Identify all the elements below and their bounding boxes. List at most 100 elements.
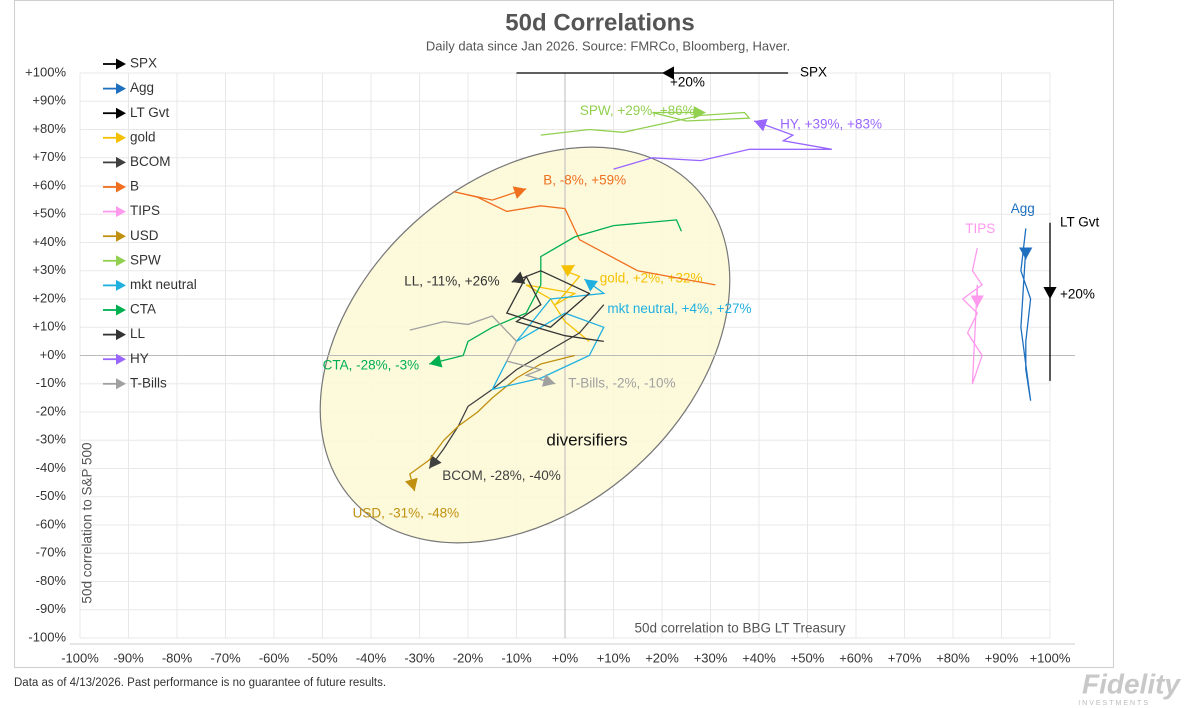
series-name-label: Agg — [1011, 201, 1035, 216]
legend-label: SPW — [130, 252, 161, 267]
x-tick-label: -60% — [259, 650, 290, 665]
x-tick-label: -90% — [113, 650, 144, 665]
end-label: LL, -11%, +26% — [404, 274, 499, 289]
y-tick-label: -80% — [36, 573, 67, 588]
legend-label: USD — [130, 228, 159, 243]
arrowhead — [754, 118, 768, 132]
x-tick-label: +30% — [694, 650, 728, 665]
x-tick-label: -70% — [210, 650, 241, 665]
diversifier-ellipse — [319, 146, 731, 544]
trail-line — [961, 248, 983, 385]
arrowhead — [970, 295, 984, 308]
y-tick-label: -30% — [36, 432, 67, 447]
y-tick-label: +60% — [32, 177, 66, 192]
y-tick-label: +20% — [32, 290, 66, 305]
trail-line — [1020, 228, 1032, 401]
chart-title: 50d Correlations — [505, 9, 694, 36]
end-label: CTA, -28%, -3% — [323, 358, 420, 373]
y-tick-label: +10% — [32, 319, 66, 334]
legend-arrowhead — [116, 132, 126, 144]
legend: SPX Agg LT Gvt gold BCOM B TIPS USD SPW mkt neutr… — [103, 56, 197, 390]
end-label: USD, -31%, -48% — [353, 506, 460, 521]
end-label: +20% — [670, 75, 705, 90]
x-tick-label: +90% — [985, 650, 1019, 665]
legend-arrowhead — [116, 279, 126, 291]
trail-line — [613, 120, 832, 170]
arrowhead — [561, 265, 575, 277]
legend-arrowhead — [116, 304, 126, 316]
y-tick-label: -70% — [36, 545, 67, 560]
x-tick-label: -10% — [501, 650, 532, 665]
legend-arrowhead — [116, 107, 126, 119]
footnote: Data as of 4/13/2026. Past performance i… — [14, 677, 386, 689]
y-tick-label: -20% — [36, 403, 67, 418]
legend-arrowhead — [116, 58, 126, 70]
y-tick-label: +90% — [32, 93, 66, 108]
x-tick-label: +40% — [742, 650, 776, 665]
legend-label: B — [130, 179, 139, 194]
trail-line — [540, 111, 751, 136]
legend-arrowhead — [116, 156, 126, 168]
trail-line — [505, 270, 604, 343]
legend-arrowhead — [116, 378, 126, 390]
series-name-label: SPX — [800, 65, 827, 80]
x-tick-label: -20% — [453, 650, 484, 665]
trail-line — [429, 219, 682, 365]
trail-line — [409, 354, 575, 492]
y-tick-label: +50% — [32, 206, 66, 221]
legend-label: T-Bills — [130, 375, 167, 390]
legend-arrowhead — [116, 206, 126, 218]
legend-arrowhead — [116, 181, 126, 193]
x-axis-title: 50d correlation to BBG LT Treasury — [634, 621, 845, 636]
x-tick-label: +10% — [597, 650, 631, 665]
arrowhead — [429, 454, 442, 469]
end-label: gold, +2%, +32% — [600, 271, 703, 286]
x-tick-label: +70% — [888, 650, 922, 665]
legend-label: SPX — [130, 56, 157, 71]
y-tick-label: -100% — [28, 629, 66, 644]
arrowhead — [693, 105, 706, 120]
legend-label: BCOM — [130, 154, 171, 169]
y-tick-label: -40% — [36, 460, 67, 475]
logo: Fidelity — [1082, 668, 1181, 699]
end-label: mkt neutral, +4%, +27% — [607, 301, 751, 316]
trail-line — [453, 188, 716, 286]
arrowhead — [584, 279, 598, 292]
y-tick-label: +30% — [32, 262, 66, 277]
annotation: diversifiers — [546, 430, 627, 449]
legend-label: TIPS — [130, 203, 160, 218]
y-tick-label: +80% — [32, 121, 66, 136]
legend-label: mkt neutral — [130, 277, 197, 292]
end-label: T-Bills, -2%, -10% — [568, 375, 675, 390]
arrowhead — [512, 186, 527, 199]
logo-sub: INVESTMENTS — [1078, 700, 1150, 707]
arrowhead — [405, 477, 418, 492]
y-tick-label: +100% — [25, 64, 66, 79]
y-axis-title: 50d correlation to S&P 500 — [80, 442, 95, 603]
y-tick-label: +70% — [32, 149, 66, 164]
x-tick-label: -100% — [61, 650, 99, 665]
arrowhead — [511, 271, 526, 284]
legend-label: LT Gvt — [130, 105, 170, 120]
end-label: SPW, +29%, +86% — [580, 103, 695, 118]
plot: +20% SPX Agg +20% LT Gvt gold, +2%, +32% BCOM,… — [323, 65, 1100, 521]
arrowhead — [662, 66, 674, 80]
legend-label: Agg — [130, 80, 154, 95]
legend-label: LL — [130, 326, 146, 341]
y-tick-label: -50% — [36, 488, 67, 503]
y-tick-label: +40% — [32, 234, 66, 249]
end-label: B, -8%, +59% — [543, 172, 626, 187]
x-tick-label: +60% — [839, 650, 873, 665]
x-tick-label: +80% — [936, 650, 970, 665]
legend-arrowhead — [116, 255, 126, 267]
x-tick-label: -40% — [356, 650, 387, 665]
x-tick-label: +20% — [645, 650, 679, 665]
x-tick-label: +50% — [791, 650, 825, 665]
legend-label: HY — [130, 351, 149, 366]
legend-arrowhead — [116, 353, 126, 365]
x-tick-label: +0% — [552, 650, 579, 665]
legend-label: CTA — [130, 302, 156, 317]
y-tick-label: -90% — [36, 601, 67, 616]
arrowhead — [1019, 247, 1033, 260]
